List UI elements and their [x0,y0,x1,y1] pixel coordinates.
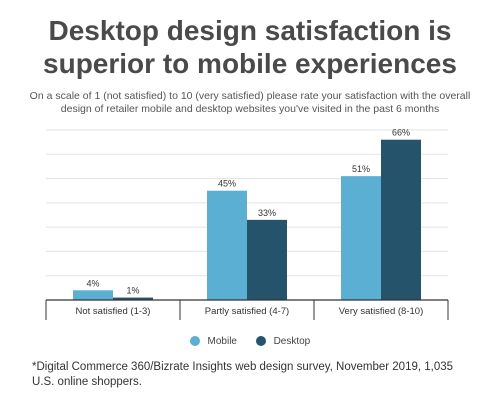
bar-mobile-2 [341,176,381,300]
x-tick-label-2: Very satisfied (8-10) [339,306,423,317]
data-label-desktop-1: 33% [258,208,276,218]
legend-label-mobile: Mobile [207,336,237,347]
data-label-mobile-0: 4% [86,278,99,288]
legend-swatch-desktop [255,336,266,347]
source-footnote: *Digital Commerce 360/Bizrate Insights w… [32,361,454,388]
bars: 4% 1% 45% 33% 51% 66% [73,128,421,300]
data-label-mobile-1: 45% [218,179,236,189]
x-axis: Not satisfied (1-3) Partly satisfied (4-7… [45,299,449,320]
legend-item-mobile: Mobile [189,336,237,347]
bar-desktop-2 [381,139,421,300]
chart-title: Desktop design satisfaction is superior … [43,15,457,79]
legend-swatch-mobile [189,336,200,347]
x-tick-label-1: Partly satisfied (4-7) [205,306,289,317]
chart-subtitle: On a scale of 1 (not satisfied) to 10 (v… [29,90,471,115]
data-label-desktop-2: 66% [392,128,410,138]
x-tick-label-0: Not satisfied (1-3) [76,306,151,317]
legend-item-desktop: Desktop [255,336,311,347]
bar-desktop-0 [113,297,153,300]
legend: Mobile Desktop [0,336,500,347]
data-label-desktop-0: 1% [126,286,139,296]
legend-label-desktop: Desktop [273,336,311,347]
bar-desktop-1 [247,219,287,300]
data-label-mobile-2: 51% [352,164,370,174]
bar-mobile-0 [73,290,113,300]
bar-mobile-1 [207,190,247,300]
